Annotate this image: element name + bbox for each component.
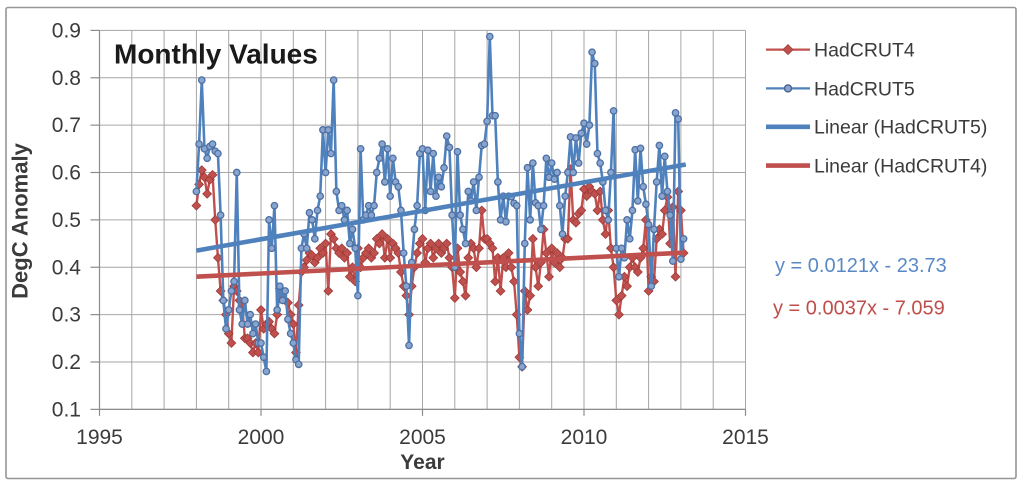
svg-text:y = 0.0121x - 23.73: y = 0.0121x - 23.73 — [775, 255, 947, 277]
svg-text:y = 0.0037x - 7.059: y = 0.0037x - 7.059 — [773, 298, 945, 320]
svg-text:2015: 2015 — [722, 426, 769, 449]
svg-text:HadCRUT5: HadCRUT5 — [814, 78, 915, 100]
svg-text:1995: 1995 — [76, 426, 123, 449]
svg-text:Year: Year — [400, 451, 444, 474]
svg-text:0.1: 0.1 — [52, 398, 81, 421]
svg-text:Linear (HadCRUT4): Linear (HadCRUT4) — [814, 156, 987, 178]
svg-text:Monthly Values: Monthly Values — [114, 39, 318, 70]
svg-text:0.9: 0.9 — [52, 19, 81, 42]
svg-text:2005: 2005 — [399, 426, 446, 449]
svg-text:0.6: 0.6 — [52, 162, 81, 185]
svg-text:0.4: 0.4 — [52, 256, 82, 279]
svg-text:0.8: 0.8 — [52, 67, 81, 90]
svg-text:HadCRUT4: HadCRUT4 — [814, 40, 915, 62]
svg-text:DegC Anomaly: DegC Anomaly — [8, 142, 33, 298]
svg-text:Linear (HadCRUT5): Linear (HadCRUT5) — [814, 117, 987, 139]
svg-text:2010: 2010 — [561, 426, 608, 449]
svg-text:0.7: 0.7 — [52, 114, 81, 137]
svg-text:0.3: 0.3 — [52, 304, 81, 327]
svg-text:2000: 2000 — [238, 426, 285, 449]
svg-text:0.2: 0.2 — [52, 351, 81, 374]
svg-text:0.5: 0.5 — [52, 209, 81, 232]
